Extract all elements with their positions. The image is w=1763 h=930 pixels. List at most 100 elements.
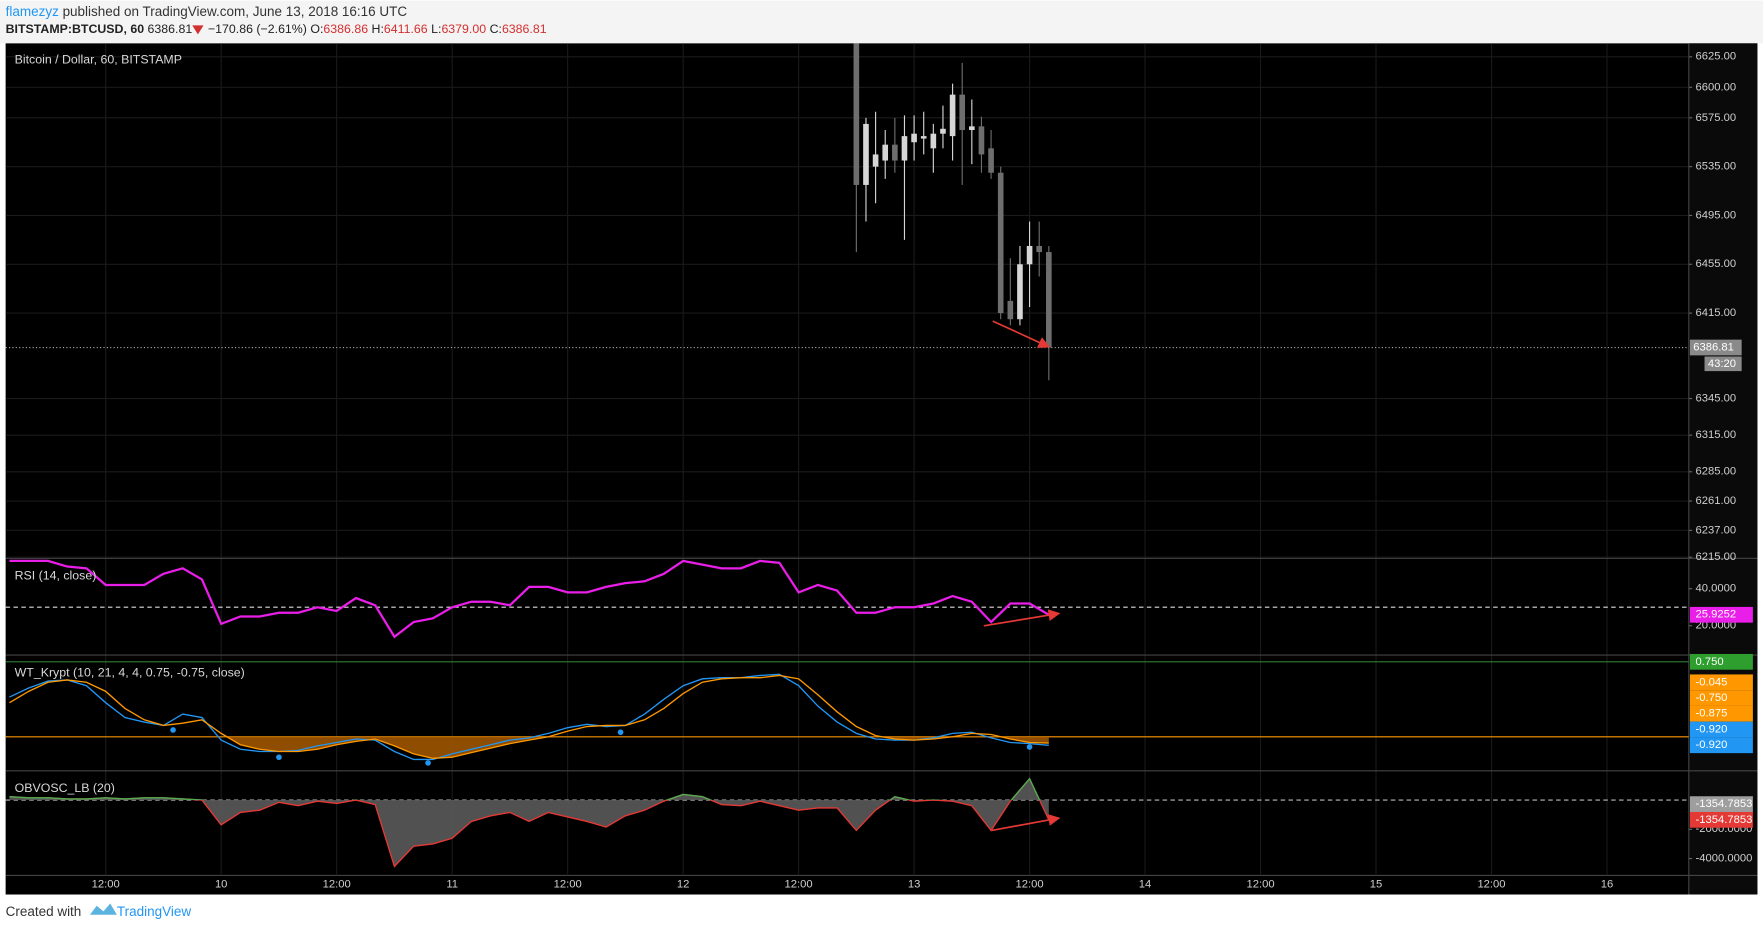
signal-dot [617,729,624,736]
last: 6386.81 [148,22,193,36]
value-badge [1689,606,1753,623]
signal-dot [425,760,431,766]
y-tick-label: 6495.00 [1696,209,1737,221]
x-tick-label: 12:00 [1246,878,1274,890]
candle-body [940,128,946,134]
author[interactable]: flamezyz [6,3,59,18]
signal-dot [1026,744,1033,750]
panel [5,777,1689,868]
y-tick-label: 6415.00 [1696,307,1737,319]
x-tick-label: 12:00 [1477,878,1505,890]
candle-body [1046,252,1052,348]
band-fill [9,736,1049,759]
last-price-label: 6386.81 [1693,341,1734,353]
last-price-badge [1689,339,1742,356]
candle-body [988,148,994,173]
candle-body [863,123,869,185]
y-tick-label: 6261.00 [1696,495,1737,507]
x-tick-label: 12:00 [323,878,351,890]
value-badge [1689,796,1753,812]
candle-body [901,136,908,161]
value-badge-label: -1354.7853 [1696,798,1753,810]
candle-body [978,126,985,155]
value-badge-label: -1354.7853 [1696,814,1753,826]
y-tick-label: 6600.00 [1696,81,1737,93]
x-tick-label: 10 [215,878,228,890]
chart-bg [5,43,1758,895]
x-tick-label: 13 [908,878,921,890]
header-line: flamezyz published on TradingView.com, J… [6,3,408,18]
x-tick-label: 12:00 [785,878,813,890]
footer-created: Created with [6,904,82,919]
arrow [992,320,1051,348]
y-tick-label: 6575.00 [1696,112,1737,124]
panel [5,559,1689,639]
symbol: BITSTAMP:BTCUSD, 60 [6,22,145,36]
down-triangle [192,25,204,35]
published: published on TradingView.com, June 13, 2… [63,3,408,18]
candle-body [1026,245,1033,265]
candle-body [892,144,898,161]
candle-body [853,43,860,185]
signal-dot [170,727,176,733]
panel [5,661,1689,766]
o: 6386.86 [323,22,368,36]
y-tick-label: 6237.00 [1696,524,1737,536]
candle-body [949,94,956,137]
y-tick-label: 6345.00 [1696,393,1737,405]
value-badge [1689,705,1753,722]
x-tick-label: 16 [1601,878,1614,890]
header-bg [0,0,1763,44]
x-tick-label: 12:00 [1016,878,1044,890]
x-tick-label: 12:00 [554,878,582,890]
series-line [9,673,1049,761]
c: 6386.81 [502,22,547,36]
arrow [991,814,1061,832]
x-tick-label: 14 [1139,878,1152,890]
y-tick-label: 6625.00 [1696,51,1737,63]
series-line [9,559,1050,639]
candle-body [1036,245,1043,253]
y-tick-label: 6315.00 [1696,429,1737,441]
candle-body [920,136,927,139]
x-tick-label: 12:00 [92,878,120,890]
value-badge-label: -0.875 [1696,708,1728,720]
value-badge-label: -0.920 [1696,723,1728,735]
panel-title: WT_Krypt (10, 21, 4, 4, 0.75, -0.75, clo… [15,665,245,679]
quote-line: BITSTAMP:BTCUSD, 60 6386.81 −170.86 (−2.6… [6,22,547,36]
l: 6379.00 [441,22,486,36]
y-tick-label: -4000.0000 [1696,852,1753,864]
value-badge [1689,737,1753,754]
plots: 12:00 10 12:00 11 12:00 12 12:00 13 12:00 14 12:00… [5,43,1758,890]
x-tick-label: 15 [1370,878,1383,890]
candle-body [1007,300,1014,320]
y-tick-label: 6285.00 [1696,466,1737,478]
above-group [9,777,1041,801]
y-tick-label: 6455.00 [1696,258,1737,270]
arrow [983,609,1061,627]
c-label: C: [490,22,502,36]
value-badge [1689,653,1753,670]
candle-body [872,154,879,167]
value-badge-label: 0.750 [1696,656,1724,668]
y-tick-label: 6535.00 [1696,161,1737,173]
series-line-above [9,777,1041,801]
footer-brand[interactable]: TradingView [117,904,191,919]
signal-dot [276,754,282,761]
h-label: H: [372,22,384,36]
countdown: 43:20 [1708,358,1736,370]
candle-body [1017,264,1023,320]
candle-body [882,144,889,161]
candle-body [959,94,966,131]
panel [5,43,1689,558]
logo [89,903,117,915]
value-badge-label: -0.750 [1696,692,1728,704]
value-badge-label: -0.920 [1696,739,1728,751]
panel-title: RSI (14, close) [15,569,97,583]
panel-title: Bitcoin / Dollar, 60, BITSTAMP [15,52,182,66]
fill-group [9,736,1049,759]
candle-body [969,126,975,131]
y-tick-label: 40.0000 [1696,583,1737,595]
